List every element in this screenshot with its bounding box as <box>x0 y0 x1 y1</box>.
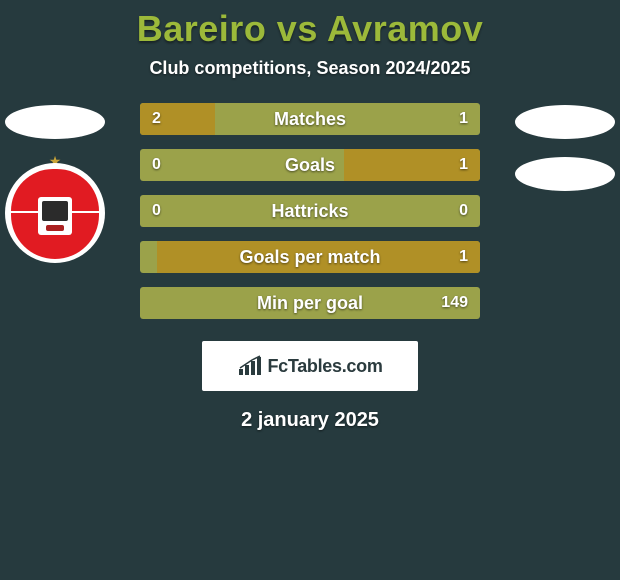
left-player-oval <box>5 105 105 139</box>
stat-label: Min per goal <box>140 287 480 319</box>
main-area: ★ 21Matches 01Goals 00Hattricks 1Goals per … <box>0 103 620 319</box>
infographic-container: Bareiro vs Avramov Club competitions, Se… <box>0 0 620 432</box>
stat-bar: 1Goals per match <box>140 241 480 273</box>
source-logo-text: FcTables.com <box>267 356 382 377</box>
left-player-column: ★ <box>0 103 110 257</box>
right-player-column <box>510 103 620 191</box>
badge-emblem <box>38 197 72 235</box>
right-player-oval-2 <box>515 157 615 191</box>
footer-date: 2 january 2025 <box>0 409 620 432</box>
stats-bars: 21Matches 01Goals 00Hattricks 1Goals per ma… <box>140 103 480 319</box>
stat-bar: 00Hattricks <box>140 195 480 227</box>
badge-ring <box>5 163 105 263</box>
bar-chart-icon <box>237 355 265 377</box>
page-title: Bareiro vs Avramov <box>0 8 620 50</box>
stat-label: Goals per match <box>140 241 480 273</box>
stat-label: Matches <box>140 103 480 135</box>
left-player-club-badge: ★ <box>5 157 105 257</box>
source-logo-box: FcTables.com <box>202 341 418 391</box>
right-player-oval-1 <box>515 105 615 139</box>
stat-label: Hattricks <box>140 195 480 227</box>
stat-bar: 149Min per goal <box>140 287 480 319</box>
stat-label: Goals <box>140 149 480 181</box>
stat-bar: 01Goals <box>140 149 480 181</box>
stat-bar: 21Matches <box>140 103 480 135</box>
page-subtitle: Club competitions, Season 2024/2025 <box>0 58 620 79</box>
